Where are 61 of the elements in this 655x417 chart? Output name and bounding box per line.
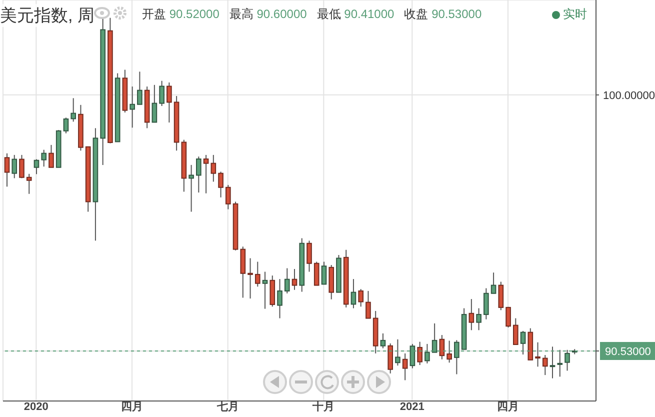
candlestick (490, 272, 496, 294)
candlestick (402, 352, 408, 381)
candlestick (41, 149, 47, 168)
candlestick (446, 340, 452, 364)
chart-title: 美元指数, 周 (0, 4, 94, 27)
candlestick (277, 278, 282, 319)
candlestick (137, 71, 142, 105)
candlestick (166, 82, 172, 123)
candlestick (188, 164, 194, 212)
candlestick (542, 354, 548, 376)
annotation: 最高 90.60000 (229, 7, 307, 21)
candlestick (306, 240, 312, 272)
candlestick (380, 332, 386, 349)
annotation: 最低 90.41000 (316, 7, 394, 21)
candlestick (218, 171, 224, 198)
candlestick (70, 98, 76, 122)
x-tick-label: 四月 (121, 400, 144, 413)
candlestick (4, 152, 10, 188)
y-tick-label: 90.53000 (605, 346, 651, 358)
candlestick (254, 261, 260, 288)
candlestick (350, 278, 356, 309)
candlestick (12, 154, 18, 179)
candlestick (314, 261, 320, 286)
candlestick (48, 144, 54, 168)
candlestick (498, 281, 504, 311)
x-tick-label: 七月 (216, 400, 239, 413)
x-tick-label: 2021 (400, 400, 424, 413)
x-tick-label: 四月 (496, 400, 519, 413)
candlestick (484, 288, 489, 320)
candlestick (417, 341, 422, 366)
candlestick (19, 154, 24, 179)
candlestick (292, 268, 298, 290)
candlestick (196, 156, 202, 194)
candlestick (535, 342, 540, 368)
candlestick (225, 184, 231, 210)
candlestick (512, 318, 518, 345)
candlestick (248, 258, 253, 300)
candlestick (130, 86, 135, 128)
candlestick (468, 298, 474, 331)
candlestick (366, 290, 371, 319)
candlestick (262, 271, 268, 310)
annotation: 实时 (563, 6, 587, 23)
candlestick (26, 173, 32, 194)
candlestick (284, 268, 290, 294)
candlestick (152, 84, 158, 123)
candlestick (34, 158, 40, 175)
x-tick-label: 2020 (24, 400, 48, 413)
candlestick (439, 334, 445, 360)
annotation: 开盘 90.52000 (142, 7, 220, 21)
y-tick-label: 100.00000 (603, 90, 655, 102)
candlestick (358, 288, 364, 308)
candlestick (476, 308, 482, 331)
candlestick (159, 80, 164, 106)
candlestick (63, 117, 69, 134)
candlestick (321, 261, 327, 285)
candlestick (506, 306, 511, 328)
x-tick-label: 十月 (312, 400, 335, 413)
candlestick (388, 342, 393, 374)
candlestick (210, 154, 216, 182)
annotation: 收盘 90.53000 (404, 7, 482, 21)
candlestick (203, 154, 209, 194)
